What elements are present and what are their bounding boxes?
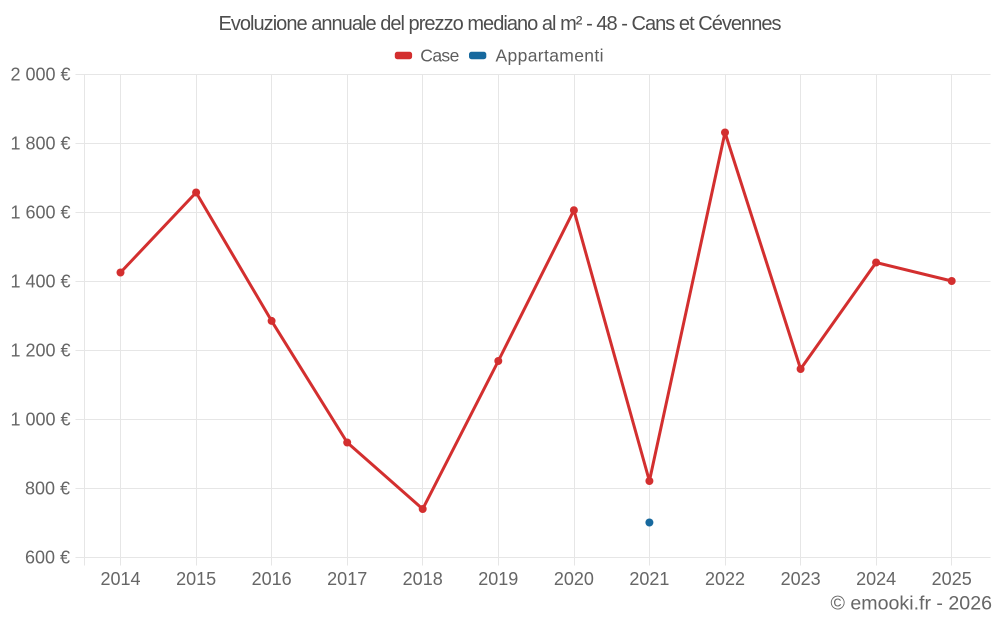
- svg-text:1 800 €: 1 800 €: [11, 134, 71, 154]
- svg-text:2023: 2023: [781, 569, 821, 589]
- svg-text:800 €: 800 €: [25, 479, 70, 499]
- svg-text:600 €: 600 €: [25, 548, 70, 568]
- svg-text:Evoluzione annuale del prezzo: Evoluzione annuale del prezzo mediano al…: [219, 13, 782, 35]
- svg-text:Appartamenti: Appartamenti: [496, 45, 604, 65]
- svg-text:1 000 €: 1 000 €: [11, 410, 71, 430]
- svg-text:2 000 €: 2 000 €: [11, 65, 71, 85]
- svg-text:Case: Case: [420, 45, 459, 65]
- svg-text:1 200 €: 1 200 €: [11, 341, 71, 361]
- svg-text:1 400 €: 1 400 €: [11, 272, 71, 292]
- svg-text:2022: 2022: [705, 569, 745, 589]
- svg-text:2015: 2015: [176, 569, 216, 589]
- svg-text:2019: 2019: [478, 569, 518, 589]
- svg-text:2017: 2017: [327, 569, 367, 589]
- svg-text:© emooki.fr - 2026: © emooki.fr - 2026: [831, 593, 993, 615]
- svg-text:2025: 2025: [932, 569, 972, 589]
- svg-text:2020: 2020: [554, 569, 594, 589]
- svg-text:2021: 2021: [629, 569, 669, 589]
- svg-text:2014: 2014: [100, 569, 140, 589]
- svg-text:2016: 2016: [252, 569, 292, 589]
- svg-text:2024: 2024: [856, 569, 896, 589]
- svg-text:1 600 €: 1 600 €: [11, 203, 71, 223]
- svg-text:2018: 2018: [403, 569, 443, 589]
